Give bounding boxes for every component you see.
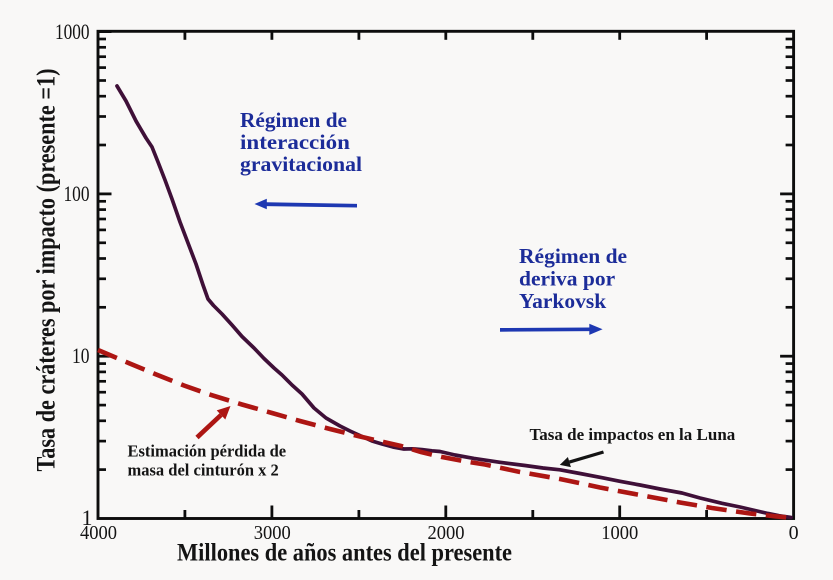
svg-text:Millones de años antes del pre: Millones de años antes del presente [177, 540, 512, 567]
svg-text:Tasa de impactos en la Luna: Tasa de impactos en la Luna [530, 425, 736, 444]
svg-text:0: 0 [789, 522, 799, 544]
svg-text:Régimen de: Régimen de [240, 108, 347, 132]
svg-text:10: 10 [72, 343, 90, 368]
svg-text:gravitacional: gravitacional [240, 152, 362, 176]
svg-text:100: 100 [64, 181, 90, 206]
svg-text:3000: 3000 [254, 522, 291, 544]
svg-text:1000: 1000 [55, 19, 90, 44]
svg-text:masa del cinturón x 2: masa del cinturón x 2 [128, 461, 279, 480]
svg-text:deriva por: deriva por [519, 267, 616, 291]
svg-text:Estimación pérdida de: Estimación pérdida de [128, 442, 287, 461]
svg-text:Yarkovsk: Yarkovsk [519, 289, 606, 313]
svg-text:interacción: interacción [240, 130, 350, 154]
svg-text:1: 1 [82, 505, 93, 530]
svg-text:Tasa de cráteres por impacto (: Tasa de cráteres por impacto (presente =… [32, 69, 61, 472]
svg-text:1000: 1000 [601, 522, 638, 544]
svg-text:2000: 2000 [428, 522, 465, 544]
svg-text:4000: 4000 [80, 522, 117, 544]
svg-text:Régimen de: Régimen de [519, 244, 627, 268]
